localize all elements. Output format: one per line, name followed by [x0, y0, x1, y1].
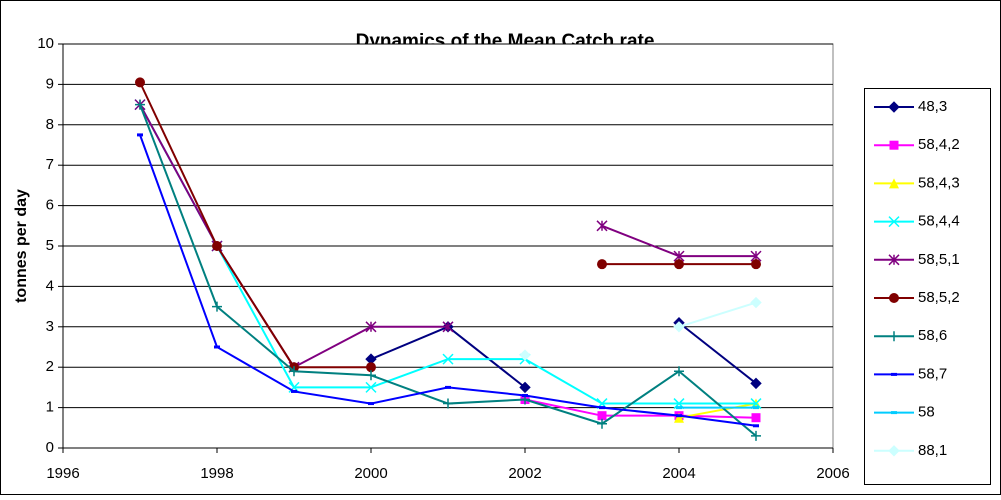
marker	[674, 412, 684, 423]
marker	[674, 259, 684, 270]
marker	[597, 411, 607, 421]
legend-label: 58,4,3	[918, 174, 960, 191]
marker	[599, 406, 605, 410]
marker	[597, 259, 607, 270]
marker	[366, 362, 376, 373]
marker	[519, 349, 531, 361]
marker	[137, 133, 143, 137]
marker	[366, 370, 376, 381]
series-line	[524, 398, 757, 419]
marker	[365, 321, 377, 333]
marker	[751, 259, 761, 270]
series-line	[678, 321, 757, 385]
y-tick-label: 5	[46, 237, 54, 254]
marker	[596, 220, 608, 232]
marker	[674, 366, 684, 377]
marker	[442, 353, 454, 365]
series-line	[678, 301, 757, 328]
x-tick-label: 2004	[662, 465, 695, 482]
marker	[212, 301, 222, 312]
marker	[676, 406, 682, 410]
marker	[135, 99, 145, 110]
marker	[889, 178, 899, 189]
marker	[365, 381, 377, 393]
marker	[888, 445, 900, 457]
y-axis-label: tonnes per day	[13, 189, 30, 303]
legend-label: 58,4,4	[918, 213, 960, 230]
y-tick-label: 9	[46, 75, 54, 92]
marker	[888, 101, 900, 113]
marker	[676, 414, 682, 418]
y-tick-label: 6	[46, 197, 54, 214]
marker	[889, 293, 899, 303]
marker	[214, 345, 220, 349]
marker	[750, 296, 762, 309]
legend-label: 58,7	[918, 365, 947, 382]
series-line	[678, 402, 757, 419]
y-tick-label: 1	[46, 399, 54, 416]
marker	[673, 321, 685, 333]
marker	[753, 424, 759, 428]
marker	[888, 254, 900, 266]
x-tick-label: 2002	[508, 465, 541, 482]
legend-box	[864, 88, 991, 485]
marker	[288, 381, 300, 393]
x-tick-label: 2006	[816, 465, 849, 482]
marker	[519, 381, 531, 394]
legend-label: 58	[918, 404, 935, 421]
y-tick-label: 10	[37, 35, 54, 52]
marker	[889, 331, 899, 342]
y-tick-label: 0	[46, 439, 54, 456]
x-tick-label: 1998	[200, 465, 233, 482]
legend-label: 48,3	[918, 98, 947, 115]
legend-label: 58,5,2	[918, 289, 960, 306]
marker	[368, 402, 374, 406]
marker	[522, 393, 528, 397]
marker	[889, 140, 899, 150]
y-tick-label: 7	[46, 156, 54, 173]
series-line	[139, 81, 371, 369]
marker	[753, 406, 759, 410]
marker	[443, 398, 453, 409]
marker	[888, 216, 900, 228]
marker	[891, 372, 897, 376]
marker	[597, 418, 607, 429]
y-tick-label: 3	[46, 318, 54, 335]
y-tick-label: 4	[46, 277, 54, 294]
x-tick-label: 1996	[46, 465, 79, 482]
marker	[445, 385, 451, 389]
marker	[750, 377, 762, 390]
marker	[289, 366, 299, 377]
marker	[135, 77, 145, 88]
marker	[751, 413, 761, 423]
legend-label: 58,4,2	[918, 136, 960, 153]
legend-label: 58,6	[918, 327, 947, 344]
legend-label: 58,5,1	[918, 251, 960, 268]
legend-label: 88,1	[918, 442, 947, 459]
marker	[891, 411, 897, 415]
marker	[442, 321, 454, 333]
x-tick-label: 2000	[354, 465, 387, 482]
marker	[291, 389, 297, 393]
y-tick-label: 2	[46, 358, 54, 375]
marker	[751, 430, 761, 441]
y-tick-label: 8	[46, 116, 54, 133]
marker	[212, 241, 222, 251]
